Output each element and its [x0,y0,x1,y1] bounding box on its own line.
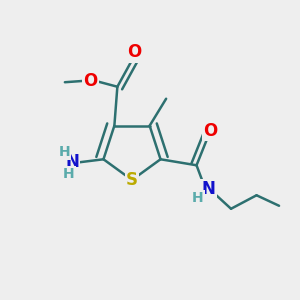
Text: N: N [65,153,79,171]
Text: S: S [126,171,138,189]
Text: O: O [127,43,141,61]
Text: H: H [192,191,204,205]
Text: O: O [83,72,98,90]
Text: N: N [202,180,215,198]
Text: H: H [63,167,75,181]
Text: O: O [203,122,217,140]
Text: H: H [59,145,70,159]
